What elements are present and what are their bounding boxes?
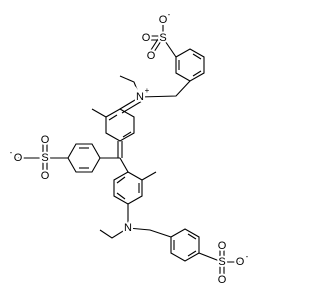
charge-label: - (246, 252, 249, 261)
bonds (18, 20, 240, 280)
atom-label: O (218, 274, 227, 286)
atom-label: O (236, 256, 245, 268)
charge-label: - (10, 148, 13, 157)
atom-label: S (159, 32, 166, 44)
atom-label: O (142, 32, 151, 44)
atom-label: O (14, 152, 23, 164)
atom-label: S (41, 152, 48, 164)
atom-label: O (41, 134, 50, 146)
atom-label: S (218, 256, 225, 268)
atom-label: N (136, 91, 144, 103)
atom-label: O (159, 14, 168, 26)
charge-label: - (168, 10, 171, 19)
atom-label: O (218, 240, 227, 252)
charge-label: + (145, 86, 150, 95)
atom-label: O (41, 170, 50, 182)
atom-label: N (124, 222, 132, 234)
atom-label: O (147, 50, 156, 62)
